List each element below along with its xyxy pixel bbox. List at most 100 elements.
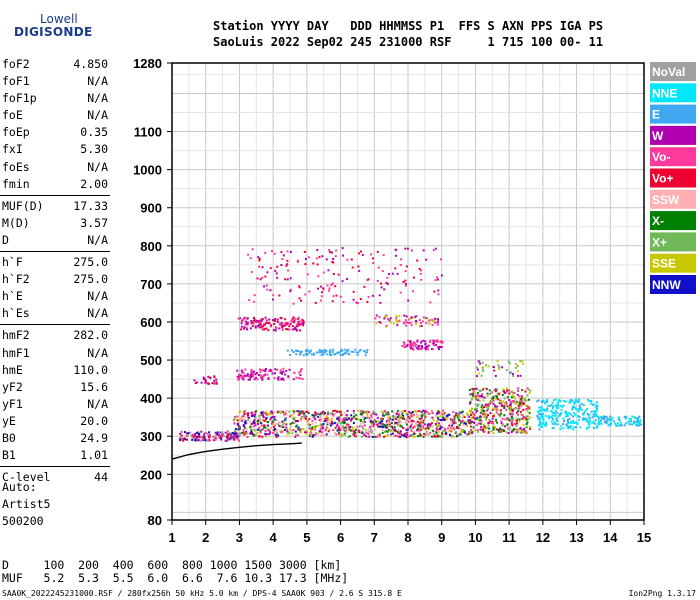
echo-point — [391, 410, 394, 413]
echo-point — [328, 287, 331, 290]
echo-point — [263, 426, 266, 429]
echo-point — [491, 420, 494, 423]
echo-point — [249, 257, 252, 260]
echo-point — [359, 298, 362, 300]
echo-point — [252, 375, 255, 378]
echo-point — [381, 426, 384, 429]
echo-point — [418, 268, 421, 270]
echo-point — [424, 340, 427, 343]
echo-point — [253, 370, 255, 373]
echo-point — [427, 428, 430, 431]
echo-point — [368, 435, 371, 438]
echo-point — [292, 302, 295, 305]
echo-point — [482, 428, 484, 431]
echo-point — [323, 434, 326, 437]
echo-point — [443, 418, 446, 421]
echo-point — [259, 321, 262, 323]
echo-point — [617, 417, 620, 420]
echo-point — [424, 414, 426, 417]
echo-point — [306, 349, 309, 351]
echo-point — [263, 419, 266, 422]
echo-point — [508, 428, 511, 431]
echo-point — [352, 431, 355, 434]
echo-point — [303, 250, 306, 253]
echo-point — [307, 256, 310, 259]
echo-point — [357, 418, 360, 421]
echo-point — [294, 326, 296, 329]
echo-point — [238, 373, 240, 376]
echo-point — [421, 427, 424, 430]
echo-point — [284, 318, 287, 321]
echo-point — [405, 410, 408, 413]
echo-point — [243, 327, 245, 330]
echo-point — [323, 348, 326, 351]
echo-point — [208, 436, 211, 439]
echo-point — [419, 425, 422, 428]
echo-point — [289, 290, 292, 293]
param-label: foE — [2, 108, 23, 123]
echo-point — [371, 257, 374, 260]
echo-point — [403, 418, 405, 420]
echo-point — [366, 349, 369, 351]
echo-point — [521, 402, 524, 405]
echo-point — [510, 431, 513, 434]
echo-point — [344, 433, 347, 436]
echo-point — [247, 414, 249, 417]
echo-point — [418, 434, 421, 437]
echo-point — [283, 422, 286, 425]
echo-point — [410, 427, 412, 430]
echo-point — [200, 381, 203, 384]
echo-point — [475, 424, 478, 427]
echo-point — [304, 263, 307, 266]
echo-point — [367, 296, 370, 299]
echo-point — [512, 375, 515, 377]
echo-point — [383, 409, 386, 412]
echo-point — [420, 419, 422, 422]
echo-point — [431, 435, 433, 438]
echo-point — [329, 424, 332, 427]
echo-point — [523, 398, 526, 401]
echo-point — [261, 428, 264, 431]
echo-point — [265, 418, 267, 421]
echo-point — [326, 422, 329, 424]
echo-point — [508, 362, 511, 365]
echo-point — [393, 415, 396, 418]
echo-point — [367, 411, 370, 414]
echo-point — [209, 376, 212, 379]
echo-point — [238, 419, 241, 421]
echo-point — [243, 418, 246, 421]
legend-swatch — [650, 275, 696, 294]
echo-point — [314, 425, 317, 428]
echo-point — [403, 314, 406, 317]
echo-point — [241, 375, 244, 378]
echo-point — [476, 429, 479, 431]
echo-point — [271, 420, 274, 423]
echo-point — [516, 419, 519, 422]
echo-point — [386, 276, 389, 279]
echo-point — [403, 435, 406, 438]
echo-point — [275, 418, 278, 421]
echo-point — [410, 421, 413, 424]
echo-point — [623, 424, 626, 427]
echo-point — [474, 429, 476, 432]
echo-point — [381, 423, 384, 426]
echo-point — [336, 351, 339, 354]
echo-point — [297, 324, 300, 327]
echo-point — [420, 340, 423, 343]
echo-point — [578, 409, 581, 412]
echo-point — [299, 419, 302, 422]
echo-point — [250, 320, 253, 323]
param-label: foEs — [2, 159, 30, 174]
param-value: 15.6 — [80, 379, 108, 394]
echo-point — [448, 430, 451, 433]
param-row: foEs N/A — [0, 159, 110, 176]
echo-point — [352, 422, 355, 424]
echo-point — [373, 423, 376, 426]
echo-point — [297, 428, 300, 431]
echo-point — [539, 425, 542, 428]
echo-point — [261, 318, 264, 320]
echo-point — [588, 420, 591, 423]
echo-point — [449, 418, 452, 421]
echo-point — [201, 436, 204, 439]
param-value: 1.01 — [80, 448, 108, 463]
